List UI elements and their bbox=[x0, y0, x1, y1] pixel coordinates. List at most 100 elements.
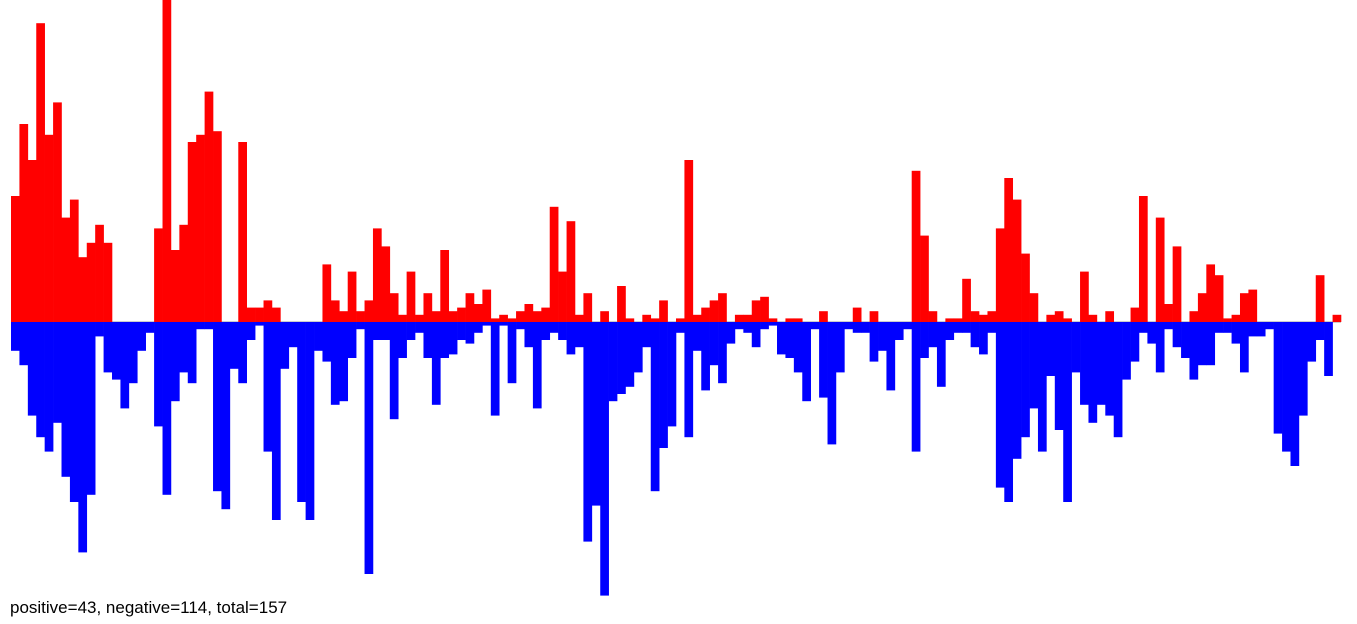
negative-bar bbox=[667, 322, 677, 427]
positive-bar bbox=[1088, 314, 1098, 322]
positive-bar bbox=[869, 311, 879, 322]
positive-bar bbox=[53, 102, 62, 323]
negative-bar bbox=[95, 322, 104, 337]
positive-bar bbox=[1172, 246, 1182, 322]
negative-bar bbox=[558, 322, 567, 340]
positive-bar bbox=[920, 235, 929, 322]
negative-bar bbox=[692, 322, 702, 351]
positive-bar bbox=[650, 318, 660, 322]
positive-bar bbox=[271, 307, 281, 322]
positive-bar bbox=[78, 257, 88, 322]
negative-bar bbox=[911, 322, 921, 452]
positive-bar bbox=[970, 311, 980, 322]
positive-bar bbox=[1054, 311, 1064, 322]
positive-bar bbox=[381, 246, 391, 322]
negative-bar bbox=[1197, 322, 1207, 366]
negative-bar bbox=[928, 322, 938, 348]
positive-bar bbox=[19, 124, 29, 322]
negative-bar bbox=[398, 322, 407, 358]
negative-bar bbox=[61, 322, 71, 477]
positive-bar bbox=[549, 206, 559, 322]
positive-bars bbox=[11, 0, 1342, 323]
negative-bar bbox=[179, 322, 189, 373]
negative-bar bbox=[583, 322, 593, 542]
negative-bar bbox=[574, 322, 584, 348]
positive-bar bbox=[187, 142, 197, 322]
positive-bar bbox=[1248, 289, 1258, 322]
negative-bar bbox=[322, 322, 332, 362]
negative-bar bbox=[676, 322, 685, 333]
positive-bar bbox=[238, 142, 247, 322]
positive-bar bbox=[69, 199, 79, 322]
positive-bar bbox=[372, 228, 382, 322]
negative-bar bbox=[709, 322, 719, 366]
negative-bar bbox=[330, 322, 340, 405]
positive-bar bbox=[1012, 199, 1022, 322]
negative-bar bbox=[1282, 322, 1291, 452]
negative-bar bbox=[1181, 322, 1190, 358]
negative-bar bbox=[339, 322, 349, 402]
negative-bar bbox=[1231, 322, 1241, 344]
negative-bar bbox=[170, 322, 180, 402]
positive-bar bbox=[785, 318, 795, 322]
negative-bar bbox=[356, 322, 365, 330]
positive-bar bbox=[389, 293, 399, 322]
negative-bar bbox=[962, 322, 971, 333]
negative-bar bbox=[1290, 322, 1300, 466]
positive-bar bbox=[718, 293, 727, 322]
negative-bar bbox=[238, 322, 247, 384]
negative-bar bbox=[659, 322, 668, 448]
positive-bar bbox=[524, 304, 534, 322]
negative-bar bbox=[1080, 322, 1089, 405]
negative-bar bbox=[802, 322, 811, 402]
positive-bar bbox=[398, 314, 407, 322]
negative-bar bbox=[1256, 322, 1266, 337]
negative-bar bbox=[120, 322, 130, 409]
negative-bar bbox=[1324, 322, 1333, 376]
negative-bar bbox=[936, 322, 946, 387]
negative-bar bbox=[1096, 322, 1106, 405]
positive-bar bbox=[490, 318, 500, 322]
negative-bar bbox=[886, 322, 896, 391]
negative-bar bbox=[389, 322, 399, 420]
positive-bar bbox=[945, 318, 955, 322]
positive-bar bbox=[415, 314, 424, 322]
positive-bar bbox=[532, 311, 542, 322]
negative-bar bbox=[507, 322, 517, 384]
positive-bar bbox=[1315, 275, 1325, 322]
negative-bar bbox=[347, 322, 357, 358]
negative-bar bbox=[27, 322, 37, 416]
negative-bar bbox=[431, 322, 441, 405]
negative-bar bbox=[364, 322, 374, 574]
positive-bar bbox=[911, 170, 921, 322]
positive-bar bbox=[465, 293, 475, 322]
negative-bar bbox=[103, 322, 113, 373]
positive-bar bbox=[574, 314, 584, 322]
negative-bar bbox=[381, 322, 391, 340]
negative-bar bbox=[423, 322, 433, 358]
negative-bar bbox=[314, 322, 323, 351]
positive-bar bbox=[423, 293, 433, 322]
positive-bar bbox=[356, 311, 365, 322]
negative-bar bbox=[128, 322, 138, 384]
negative-bar bbox=[625, 322, 635, 387]
positive-bar bbox=[1189, 311, 1199, 322]
negative-bar bbox=[869, 322, 879, 362]
negative-bar bbox=[541, 322, 551, 340]
positive-bar bbox=[213, 131, 222, 322]
positive-bar bbox=[95, 224, 104, 322]
negative-bar bbox=[1315, 322, 1325, 340]
negative-bar bbox=[878, 322, 887, 351]
positive-bar bbox=[255, 307, 264, 322]
positive-bar bbox=[1029, 293, 1039, 322]
positive-bar bbox=[659, 300, 668, 322]
negative-bar bbox=[903, 322, 912, 330]
negative-bar bbox=[271, 322, 281, 520]
negative-bar bbox=[600, 322, 609, 596]
positive-bar bbox=[103, 242, 113, 322]
negative-bar bbox=[1063, 322, 1072, 502]
positive-bar bbox=[1197, 293, 1207, 322]
negative-bar bbox=[19, 322, 29, 366]
negative-bar bbox=[743, 322, 753, 333]
